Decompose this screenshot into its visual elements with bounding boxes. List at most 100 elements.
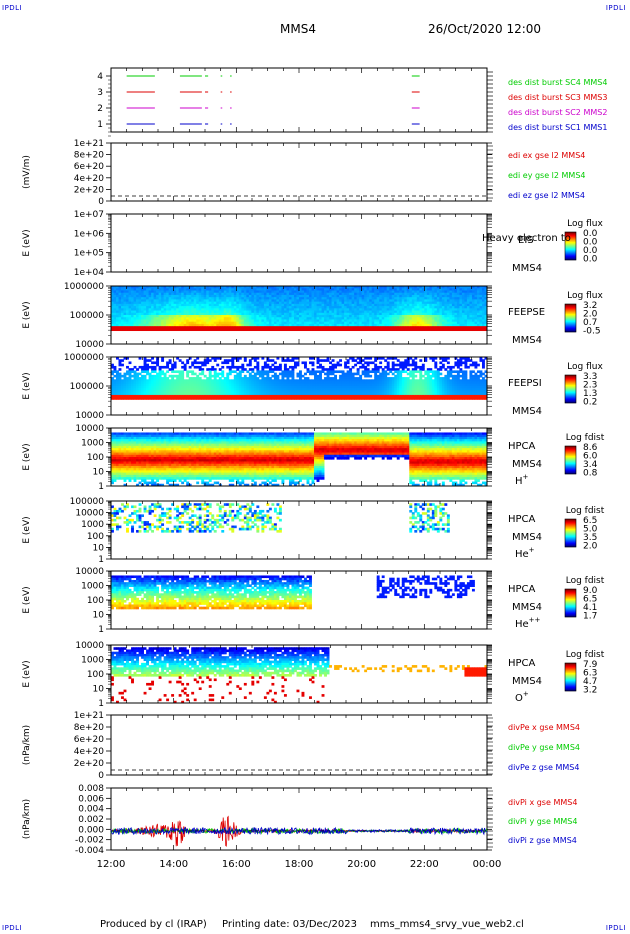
heatmap-cell <box>416 321 420 325</box>
heatmap-cell <box>464 299 468 303</box>
heatmap-cell <box>206 288 210 291</box>
heatmap-cell <box>263 377 267 380</box>
heatmap-cell <box>394 297 398 300</box>
heatmap-cell <box>206 294 210 298</box>
heatmap-cell <box>261 308 265 311</box>
heatmap-cell <box>276 292 280 296</box>
heatmap-cell <box>158 303 162 307</box>
heatmap-cell <box>183 292 187 296</box>
heatmap-cell <box>213 288 217 291</box>
heatmap-cell <box>484 288 488 291</box>
heatmap-cell <box>276 397 280 400</box>
heatmap-cell <box>151 386 155 389</box>
heatmap-cell <box>163 372 167 376</box>
heatmap-cell <box>319 321 322 325</box>
heatmap-cell <box>361 288 365 291</box>
heatmap-cell <box>118 290 122 294</box>
heatmap-cell <box>346 359 350 362</box>
heatmap-cell <box>431 310 435 314</box>
heatmap-cell <box>316 310 320 314</box>
heatmap-cell <box>226 288 230 291</box>
heatmap-cell <box>121 310 124 314</box>
heatmap-cell <box>386 328 390 332</box>
heatmap-cell <box>201 383 205 387</box>
heatmap-cell <box>336 363 340 367</box>
heatmap-cell <box>136 368 139 371</box>
heatmap-cell <box>216 317 220 320</box>
heatmap-cell <box>421 297 425 300</box>
heatmap-cell <box>218 372 222 376</box>
heatmap-cell <box>319 294 322 298</box>
heatmap-cell <box>176 286 180 289</box>
heatmap-cell <box>444 317 448 320</box>
heatmap-cell <box>354 383 358 387</box>
heatmap-cell <box>319 308 322 311</box>
heatmap-cell <box>273 299 277 303</box>
heatmap-cell <box>266 294 270 298</box>
heatmap-cell <box>293 365 297 369</box>
heatmap-cell <box>336 290 340 294</box>
heatmap-cell <box>146 368 149 371</box>
heatmap-cell <box>319 288 322 291</box>
heatmap-cell <box>273 388 277 391</box>
heatmap-cell <box>288 386 292 389</box>
heatmap-cell <box>314 390 317 394</box>
heatmap-cell <box>296 386 300 389</box>
heatmap-cell <box>434 286 438 289</box>
heatmap-cell <box>374 301 378 305</box>
heatmap-cell <box>158 306 162 309</box>
heatmap-cell <box>178 359 182 362</box>
heatmap-cell <box>396 290 400 294</box>
heatmap-cell <box>113 292 117 296</box>
heatmap-cell <box>253 359 257 362</box>
heatmap-cell <box>324 292 327 296</box>
heatmap-cell <box>131 379 134 382</box>
heatmap-cell <box>243 303 247 307</box>
heatmap-cell <box>286 306 290 309</box>
heatmap-cell <box>158 388 162 391</box>
heatmap-cell <box>384 328 388 332</box>
heatmap-cell <box>329 368 332 371</box>
heatmap-cell <box>341 317 345 320</box>
heatmap-cell <box>246 379 250 382</box>
heatmap-cell <box>158 374 162 378</box>
heatmap-cell <box>321 370 325 374</box>
colorbar-step <box>565 316 576 318</box>
heatmap-cell <box>386 299 390 303</box>
heatmap-cell <box>421 299 425 303</box>
heatmap-cell <box>171 383 175 387</box>
heatmap-cell <box>136 301 139 305</box>
heatmap-cell <box>381 294 385 298</box>
heatmap-cell <box>266 359 270 362</box>
heatmap-cell <box>243 301 247 305</box>
heatmap-cell <box>474 323 478 327</box>
heatmap-cell <box>306 292 310 296</box>
heatmap-cell <box>256 363 260 367</box>
heatmap-cell <box>334 377 337 380</box>
heatmap-cell <box>206 359 210 362</box>
heatmap-cell <box>248 303 252 307</box>
heatmap-cell <box>283 290 287 294</box>
heatmap-cell <box>183 388 187 391</box>
heatmap-cell <box>341 390 345 394</box>
heatmap-cell <box>216 308 220 311</box>
heatmap-cell <box>236 317 240 320</box>
heatmap-cell <box>203 386 207 389</box>
heatmap-cell <box>238 306 242 309</box>
heatmap-cell <box>111 303 114 307</box>
heatmap-cell <box>263 326 267 329</box>
heatmap-cell <box>301 312 305 316</box>
heatmap-cell <box>261 372 265 376</box>
heatmap-cell <box>449 315 453 318</box>
heatmap-cell <box>266 321 270 325</box>
heatmap-cell <box>273 379 277 382</box>
heatmap-cell <box>221 317 225 320</box>
heatmap-cell <box>434 292 438 296</box>
heatmap-cell <box>311 381 315 385</box>
heatmap-cell <box>253 323 257 327</box>
heatmap-cell <box>231 365 235 369</box>
heatmap-cell <box>444 326 448 329</box>
heatmap-cell <box>161 390 165 394</box>
heatmap-cell <box>424 290 428 294</box>
heatmap-cell <box>359 290 363 294</box>
